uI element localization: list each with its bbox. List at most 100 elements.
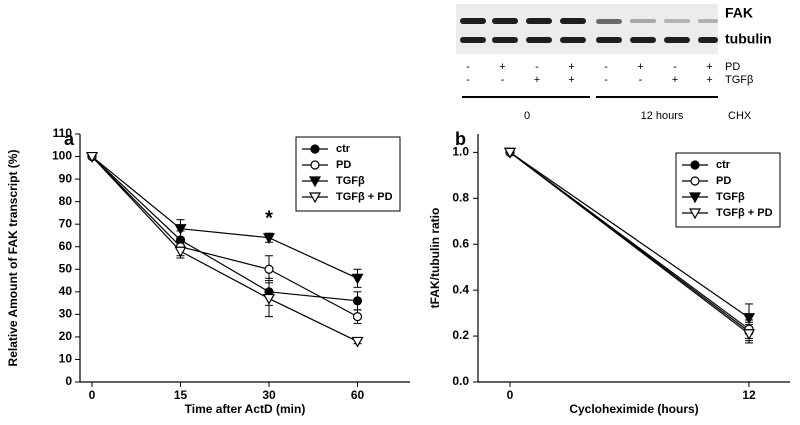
band [630, 19, 656, 23]
series-line [91, 156, 358, 318]
data-point [352, 312, 363, 322]
y-tick-label: 30 [59, 307, 73, 321]
data-point [352, 296, 363, 306]
y-tick-label: 90 [59, 171, 73, 185]
legend-marker [310, 160, 320, 170]
series-line [91, 156, 358, 302]
x-tick-label: 12 [742, 388, 756, 402]
treatment-label: PD [725, 61, 740, 73]
band [460, 18, 486, 24]
legend-label: TGFβ [336, 175, 365, 187]
band [596, 19, 622, 24]
treatment-sign: + [499, 61, 505, 73]
treatment-sign: + [568, 61, 574, 73]
data-point [262, 233, 276, 244]
data-point [174, 224, 187, 235]
blot-bands [460, 18, 718, 43]
treatment-sign: + [706, 61, 712, 73]
band [630, 37, 656, 43]
legend-marker [690, 176, 700, 186]
y-tick-label: 10 [59, 352, 73, 366]
group-label: 12 hours [641, 110, 684, 122]
legend-marker [690, 160, 700, 170]
x-tick-label: 15 [174, 388, 188, 402]
band-label: tubulin [725, 31, 772, 47]
x-axis-label: Time after ActD (min) [185, 402, 306, 416]
legend-label: TGFβ + PD [336, 191, 393, 203]
treatment-sign: + [637, 61, 643, 73]
legend-label: PD [336, 159, 351, 171]
treatment-sign: + [568, 74, 574, 86]
panel-label: b [455, 129, 466, 149]
band [698, 37, 718, 43]
band [460, 37, 486, 43]
legend-marker [688, 208, 702, 220]
data-point [264, 264, 274, 274]
legend-marker [308, 192, 322, 204]
band [664, 19, 690, 23]
series-line [91, 156, 358, 279]
band [560, 37, 586, 43]
treatment-sign: + [672, 74, 678, 86]
treatment-sign: - [639, 74, 643, 86]
data-point [351, 273, 364, 285]
y-tick-label: 110 [53, 126, 73, 140]
x-tick-label: 0 [89, 388, 96, 402]
y-tick-label: 40 [59, 284, 73, 298]
treatment-sign: - [501, 74, 505, 86]
y-tick-label: 20 [59, 329, 73, 343]
y-axis-label: tFAK/tubulin ratio [428, 208, 442, 309]
band [526, 37, 552, 43]
y-tick-label: 70 [59, 216, 73, 230]
data-point [742, 313, 756, 324]
treatment-sign: + [706, 74, 712, 86]
band [560, 18, 586, 24]
data-point [742, 329, 756, 341]
y-tick-label: 0.8 [452, 190, 469, 204]
y-tick-label: 50 [59, 261, 73, 275]
legend-label: ctr [716, 159, 731, 171]
y-tick-label: 0.6 [452, 236, 469, 250]
data-point [85, 151, 99, 163]
treatment-sign: - [535, 61, 539, 73]
treatment-sign: - [673, 61, 677, 73]
x-tick-label: 0 [507, 388, 514, 402]
data-point [503, 147, 517, 159]
series-line [509, 151, 750, 335]
treatment-sign: - [466, 61, 470, 73]
data-point [351, 336, 364, 348]
data-point [262, 293, 276, 305]
y-tick-label: 0.2 [452, 328, 469, 342]
y-tick-label: 0.4 [452, 282, 469, 296]
legend-marker [308, 176, 322, 188]
x-tick-label: 60 [351, 388, 365, 402]
band [526, 18, 552, 24]
band-label: FAK [725, 5, 753, 21]
group-label: 0 [524, 110, 530, 122]
y-tick-label: 100 [52, 149, 72, 163]
legend-marker [688, 192, 702, 204]
legend-label: ctr [336, 143, 351, 155]
legend-label: TGFβ [716, 191, 745, 203]
legend-label: TGFβ + PD [716, 207, 773, 219]
legend-marker [310, 144, 320, 154]
series-line [509, 151, 750, 330]
data-point [174, 246, 187, 258]
band [698, 19, 718, 23]
annotation: * [265, 207, 273, 229]
x-axis-label: Cycloheximide (hours) [569, 402, 698, 416]
y-tick-label: 1.0 [452, 145, 469, 159]
band [492, 37, 518, 43]
panel-label: a [64, 129, 75, 149]
group-title: CHX [728, 110, 752, 122]
treatment-sign: + [534, 74, 540, 86]
treatment-label: TGFβ [725, 74, 753, 86]
y-tick-label: 80 [59, 194, 73, 208]
blot-background [456, 4, 718, 54]
series-line [509, 151, 750, 319]
y-axis-label: Relative Amount of FAK transcript (%) [6, 150, 20, 367]
band [664, 37, 690, 43]
treatment-sign: - [604, 74, 608, 86]
